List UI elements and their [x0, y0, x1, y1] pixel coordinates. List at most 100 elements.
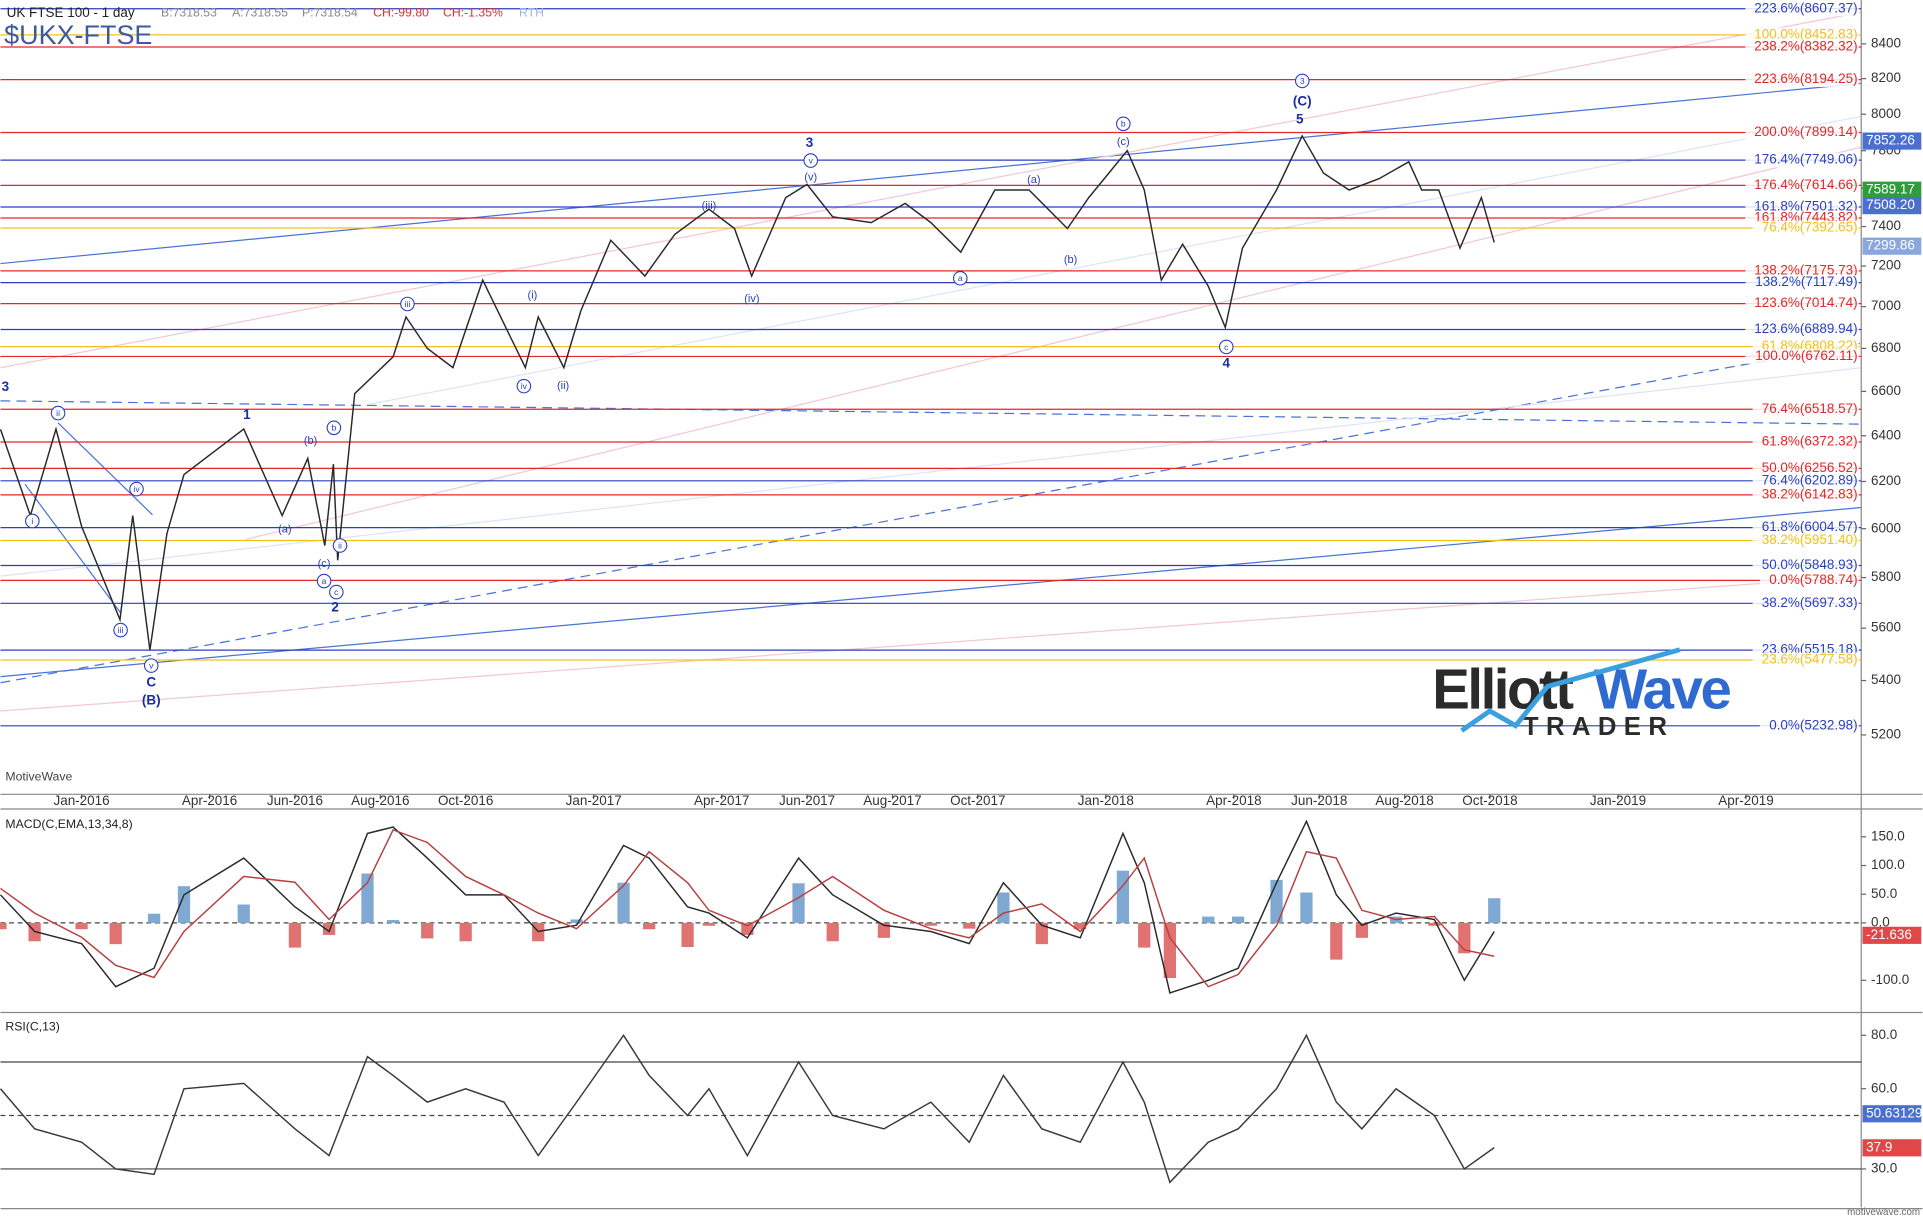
- histogram-bar: [459, 922, 472, 942]
- fib-label-bg: [1752, 595, 1859, 611]
- fib-label: 50.0%(6256.52): [1762, 460, 1858, 475]
- histogram-bar: [643, 922, 656, 930]
- wave-circle: [803, 153, 819, 168]
- wave-label: a: [958, 273, 963, 283]
- histogram-bar: [109, 922, 122, 945]
- wave-label: (b): [1064, 254, 1077, 266]
- y-tick-label: 50.0: [1871, 886, 1897, 901]
- fib-label-bg: [1752, 487, 1859, 503]
- fib-label: 138.2%(7175.73): [1754, 262, 1857, 277]
- y-tick-label: 8400: [1871, 35, 1901, 50]
- wave-circle: [516, 378, 532, 394]
- fib-label-bg: [1745, 125, 1859, 140]
- histogram-bar: [1116, 870, 1130, 923]
- change: CH:-99.80: [373, 6, 429, 20]
- value-marker: [1862, 132, 1922, 150]
- wave-circle: [1294, 73, 1310, 89]
- quote: B:7318.53: [161, 6, 217, 20]
- x-tick-label: Jun-2016: [267, 793, 323, 808]
- wave-label: (a): [1027, 174, 1040, 186]
- wave-label: 5: [1296, 112, 1304, 127]
- wave-label: (iii): [702, 200, 717, 212]
- x-tick-label: Jan-2016: [53, 793, 109, 808]
- wave-label: iii: [118, 625, 124, 635]
- x-tick-label: Jun-2018: [1291, 793, 1347, 808]
- fib-label-bg: [1752, 473, 1859, 489]
- fib-label-bg: [1745, 275, 1859, 290]
- x-tick-label: Jan-2018: [1078, 793, 1134, 808]
- wave-circle: [129, 481, 144, 497]
- fib-label-bg: [1752, 652, 1859, 668]
- x-tick-label: Jan-2019: [1590, 793, 1646, 808]
- wave-label: (C): [1293, 93, 1312, 108]
- fib-label: 76.4%(6202.89): [1762, 472, 1858, 487]
- x-tick-label: Oct-2018: [1462, 793, 1517, 808]
- fib-label: 76.4%(6518.57): [1762, 401, 1858, 416]
- fib-label-bg: [1745, 27, 1859, 43]
- fib-label: 161.8%(7501.32): [1754, 199, 1857, 214]
- y-tick-label: 6800: [1871, 340, 1901, 355]
- wave-circle: [1116, 116, 1131, 132]
- wave-circle: [143, 658, 159, 673]
- fib-label-bg: [1745, 177, 1859, 193]
- wave-circle: [326, 420, 342, 436]
- trend-line: [0, 506, 1862, 678]
- histogram-bar: [1232, 916, 1245, 923]
- fib-label-bg: [1752, 461, 1859, 476]
- histogram-bar: [826, 922, 839, 942]
- wave-label: iv: [521, 381, 528, 391]
- logo-swoosh: [1460, 647, 1681, 733]
- x-tick-label: Oct-2016: [438, 793, 493, 808]
- faint-line: [0, 367, 1862, 577]
- fib-label: 23.6%(5477.58): [1762, 652, 1858, 667]
- rsi-line: [0, 1033, 1495, 1184]
- price-line: [0, 134, 1495, 651]
- fib-label-bg: [1745, 152, 1859, 168]
- y-tick-label: 30.0: [1871, 1160, 1897, 1175]
- histogram-bar: [1488, 898, 1501, 923]
- y-tick-label: 0.0: [1871, 914, 1890, 929]
- x-tick-label: Jan-2017: [566, 793, 622, 808]
- histogram-bar: [570, 919, 583, 923]
- fib-label: 138.2%(7117.49): [1755, 274, 1857, 289]
- wave-label: v: [149, 660, 154, 670]
- y-tick-label: 7400: [1871, 218, 1901, 233]
- histogram-bar: [1163, 922, 1176, 979]
- wave-circle: [25, 513, 40, 529]
- x-tick-label: Apr-2017: [694, 793, 749, 808]
- trend-line: [0, 342, 1862, 684]
- wave-label: b: [331, 423, 336, 433]
- macd-line: [0, 819, 1495, 994]
- fib-label: 61.8%(6372.32): [1762, 434, 1858, 449]
- histogram-bar: [1458, 922, 1471, 954]
- wave-label: (b): [304, 435, 317, 447]
- histogram-bar: [877, 922, 891, 938]
- wave-label: iii: [405, 299, 411, 309]
- footer: motivewave.com: [1847, 1207, 1920, 1216]
- x-tick-label: Oct-2017: [950, 793, 1005, 808]
- fib-label: 223.6%(8194.25): [1754, 71, 1857, 86]
- histogram-bar: [792, 883, 805, 923]
- histogram-bar: [1300, 892, 1313, 923]
- fib-label-bg: [1745, 349, 1859, 364]
- wave-circle: [316, 573, 332, 589]
- wave-circle: [1218, 339, 1234, 355]
- x-tick-label: Jun-2017: [779, 793, 835, 808]
- x-tick-label: Apr-2019: [1718, 793, 1773, 808]
- wave-label: a: [322, 576, 327, 586]
- value-marker: [1862, 1105, 1922, 1123]
- macd-line: [0, 828, 1495, 988]
- fib-label-bg: [1759, 718, 1859, 734]
- value-marker: [1862, 926, 1922, 944]
- histogram-bar: [1202, 916, 1215, 923]
- value-marker: [1862, 181, 1922, 199]
- wave-label: (i): [528, 289, 538, 301]
- wave-circle: [952, 270, 968, 286]
- fib-label-bg: [1745, 199, 1859, 215]
- wave-circle: [113, 622, 128, 638]
- trend-line: [0, 82, 1862, 265]
- wave-label: (a): [278, 523, 291, 535]
